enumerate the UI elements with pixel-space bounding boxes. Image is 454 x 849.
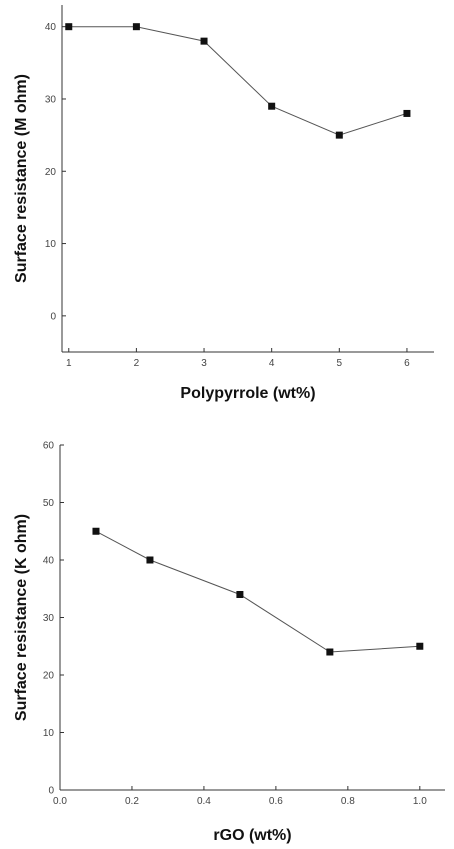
x-tick-label: 0.6	[269, 796, 283, 807]
y-tick-label: 30	[43, 613, 55, 624]
x-tick-label: 0.0	[53, 796, 67, 807]
x-tick-label: 6	[404, 358, 410, 369]
data-point	[200, 37, 208, 45]
y-tick-label: 60	[43, 441, 55, 452]
x-tick-label: 1.0	[413, 796, 427, 807]
x-tick-label: 5	[337, 358, 343, 369]
y-axis-title: Surface resistance (M ohm)	[13, 74, 30, 283]
chart-rgo: 0 10 20 30 40 50 60 0.0 0.2 0.4 0.6 0.8 1.0 rGO (wt%)…	[13, 441, 445, 844]
y-axis-title: Surface resistance (K ohm)	[13, 514, 30, 721]
chart-polypyrrole: 0 10 20 30 40 1 2 3 4 5 6 Polypyrrole (wt%) Surface …	[13, 5, 434, 402]
x-tick-label: 0.8	[341, 796, 355, 807]
data-point	[65, 23, 73, 31]
x-tick-label: 1	[66, 358, 72, 369]
y-tick-label: 20	[43, 671, 55, 682]
x-tick-label: 0.2	[125, 796, 139, 807]
data-point	[92, 527, 100, 535]
x-axis-title: Polypyrrole (wt%)	[180, 385, 315, 402]
y-tick-label: 40	[43, 556, 55, 567]
y-tick-label: 20	[45, 167, 57, 178]
y-tick-label: 30	[45, 94, 57, 105]
x-tick-label: 4	[269, 358, 275, 369]
data-point	[416, 642, 424, 650]
data-point	[132, 23, 140, 31]
series-line	[68, 26, 408, 136]
y-tick-label: 0	[48, 786, 54, 797]
y-tick-label: 40	[45, 22, 57, 33]
x-tick-label: 0.4	[197, 796, 211, 807]
y-tick-label: 10	[43, 728, 55, 739]
y-tick-label: 10	[45, 239, 57, 250]
x-tick-label: 3	[201, 358, 207, 369]
series-line	[95, 530, 420, 653]
data-point	[403, 109, 411, 117]
data-point	[236, 591, 244, 598]
y-tick-label: 50	[43, 498, 55, 509]
y-tick-label: 0	[50, 311, 56, 322]
data-point	[326, 648, 334, 656]
x-tick-label: 2	[134, 358, 140, 369]
data-point	[146, 556, 154, 564]
data-point	[268, 102, 276, 110]
data-point	[335, 131, 343, 139]
x-axis-title: rGO (wt%)	[213, 827, 291, 844]
